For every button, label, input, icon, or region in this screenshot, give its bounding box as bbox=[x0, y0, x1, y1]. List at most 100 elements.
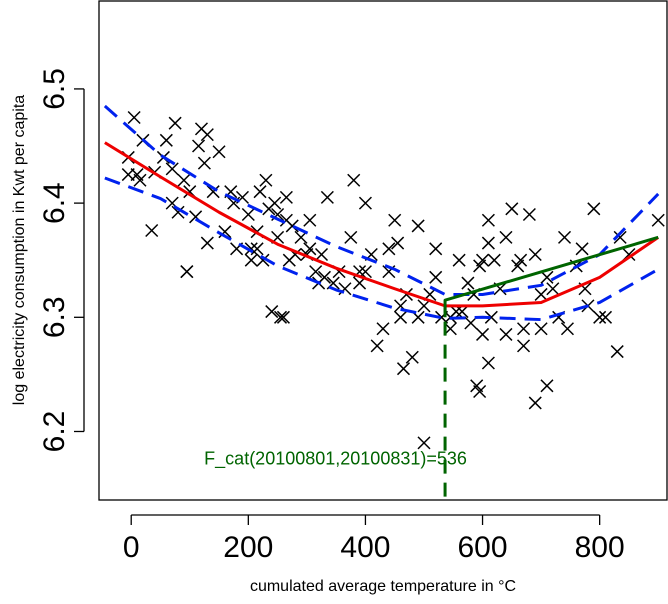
data-point bbox=[256, 253, 270, 267]
data-point bbox=[411, 219, 425, 233]
axes: 0 200 400 600 800 6.2 6.3 6.4 6.5 bbox=[38, 68, 625, 564]
upper-band-line bbox=[103, 104, 660, 296]
data-point bbox=[396, 362, 411, 376]
annotation-label: F_cat(20100801,20100831)=536 bbox=[204, 449, 467, 470]
data-point bbox=[309, 265, 323, 279]
data-point bbox=[259, 173, 273, 187]
x-tick-label: 200 bbox=[223, 531, 273, 564]
data-point bbox=[534, 287, 548, 301]
x-tick-label: 400 bbox=[340, 531, 390, 564]
data-point bbox=[476, 253, 490, 267]
data-point bbox=[241, 208, 255, 222]
data-point bbox=[314, 247, 329, 262]
x-tick-label: 800 bbox=[575, 531, 625, 564]
data-point bbox=[517, 322, 531, 336]
data-point bbox=[429, 270, 443, 284]
data-point bbox=[244, 253, 258, 267]
data-point bbox=[382, 242, 396, 256]
data-point bbox=[429, 242, 443, 256]
data-point bbox=[455, 305, 469, 319]
data-point bbox=[145, 223, 159, 238]
data-point bbox=[487, 253, 501, 267]
data-point bbox=[610, 345, 624, 359]
data-point bbox=[540, 379, 554, 393]
y-tick-label: 6.3 bbox=[38, 296, 71, 338]
y-tick-label: 6.4 bbox=[38, 182, 71, 224]
data-point bbox=[476, 327, 490, 341]
data-point bbox=[127, 110, 141, 125]
data-point bbox=[557, 230, 572, 244]
data-point bbox=[303, 213, 317, 227]
data-point bbox=[165, 162, 179, 176]
data-point bbox=[473, 384, 487, 399]
data-point bbox=[268, 196, 282, 210]
data-point bbox=[528, 396, 542, 410]
data-point bbox=[133, 173, 147, 187]
fit-line bbox=[104, 141, 660, 308]
data-point bbox=[192, 139, 206, 153]
data-point bbox=[394, 310, 408, 324]
data-point bbox=[651, 213, 665, 227]
data-point bbox=[279, 190, 293, 204]
data-point bbox=[522, 208, 536, 222]
data-point bbox=[177, 173, 191, 187]
data-point bbox=[587, 202, 601, 216]
data-point bbox=[481, 213, 495, 227]
data-point bbox=[197, 156, 211, 170]
data-point bbox=[481, 236, 495, 250]
y-axis-title: log electricity consumption in Kwt per c… bbox=[11, 95, 28, 405]
data-point bbox=[250, 242, 264, 256]
data-point bbox=[212, 145, 226, 159]
data-point bbox=[391, 236, 405, 250]
x-tick-label: 600 bbox=[458, 531, 508, 564]
y-tick-label: 6.2 bbox=[38, 411, 71, 453]
data-point bbox=[358, 196, 372, 210]
data-point bbox=[528, 247, 542, 262]
data-point bbox=[376, 322, 390, 336]
data-point bbox=[598, 310, 613, 324]
data-point bbox=[338, 282, 352, 296]
data-point bbox=[344, 230, 358, 244]
data-point bbox=[285, 219, 299, 233]
data-point bbox=[517, 339, 531, 353]
data-point bbox=[481, 356, 495, 370]
data-point bbox=[303, 242, 317, 256]
data-point bbox=[505, 202, 519, 216]
data-point bbox=[180, 265, 194, 279]
data-point bbox=[171, 205, 185, 219]
data-point bbox=[449, 305, 463, 319]
data-point bbox=[200, 236, 214, 250]
data-point bbox=[206, 185, 220, 199]
lower-band-line bbox=[104, 176, 659, 322]
data-point bbox=[417, 299, 431, 313]
x-axis-title: cumulated average temperature in °C bbox=[250, 578, 516, 595]
data-point bbox=[276, 310, 290, 324]
data-point bbox=[461, 276, 475, 290]
x-tick-label: 0 bbox=[123, 531, 140, 564]
data-point bbox=[159, 133, 173, 147]
data-point bbox=[593, 310, 607, 324]
data-point bbox=[417, 436, 431, 450]
data-point bbox=[575, 242, 589, 256]
data-point bbox=[613, 230, 627, 244]
plot-marks bbox=[103, 104, 665, 497]
data-point bbox=[370, 339, 384, 353]
data-point bbox=[200, 128, 214, 142]
data-point bbox=[534, 322, 548, 336]
data-point bbox=[347, 173, 361, 187]
y-tick-label: 6.5 bbox=[38, 68, 71, 110]
data-point bbox=[546, 282, 560, 296]
data-point bbox=[405, 350, 419, 364]
plot-frame bbox=[98, 0, 668, 501]
data-point bbox=[484, 310, 498, 324]
data-point bbox=[273, 310, 288, 324]
data-point bbox=[388, 213, 402, 227]
data-point bbox=[218, 225, 232, 239]
data-point bbox=[499, 327, 513, 341]
data-point bbox=[320, 190, 334, 204]
data-point bbox=[514, 253, 528, 267]
data-point bbox=[265, 305, 279, 319]
data-point bbox=[560, 322, 574, 336]
data-point bbox=[168, 116, 182, 130]
